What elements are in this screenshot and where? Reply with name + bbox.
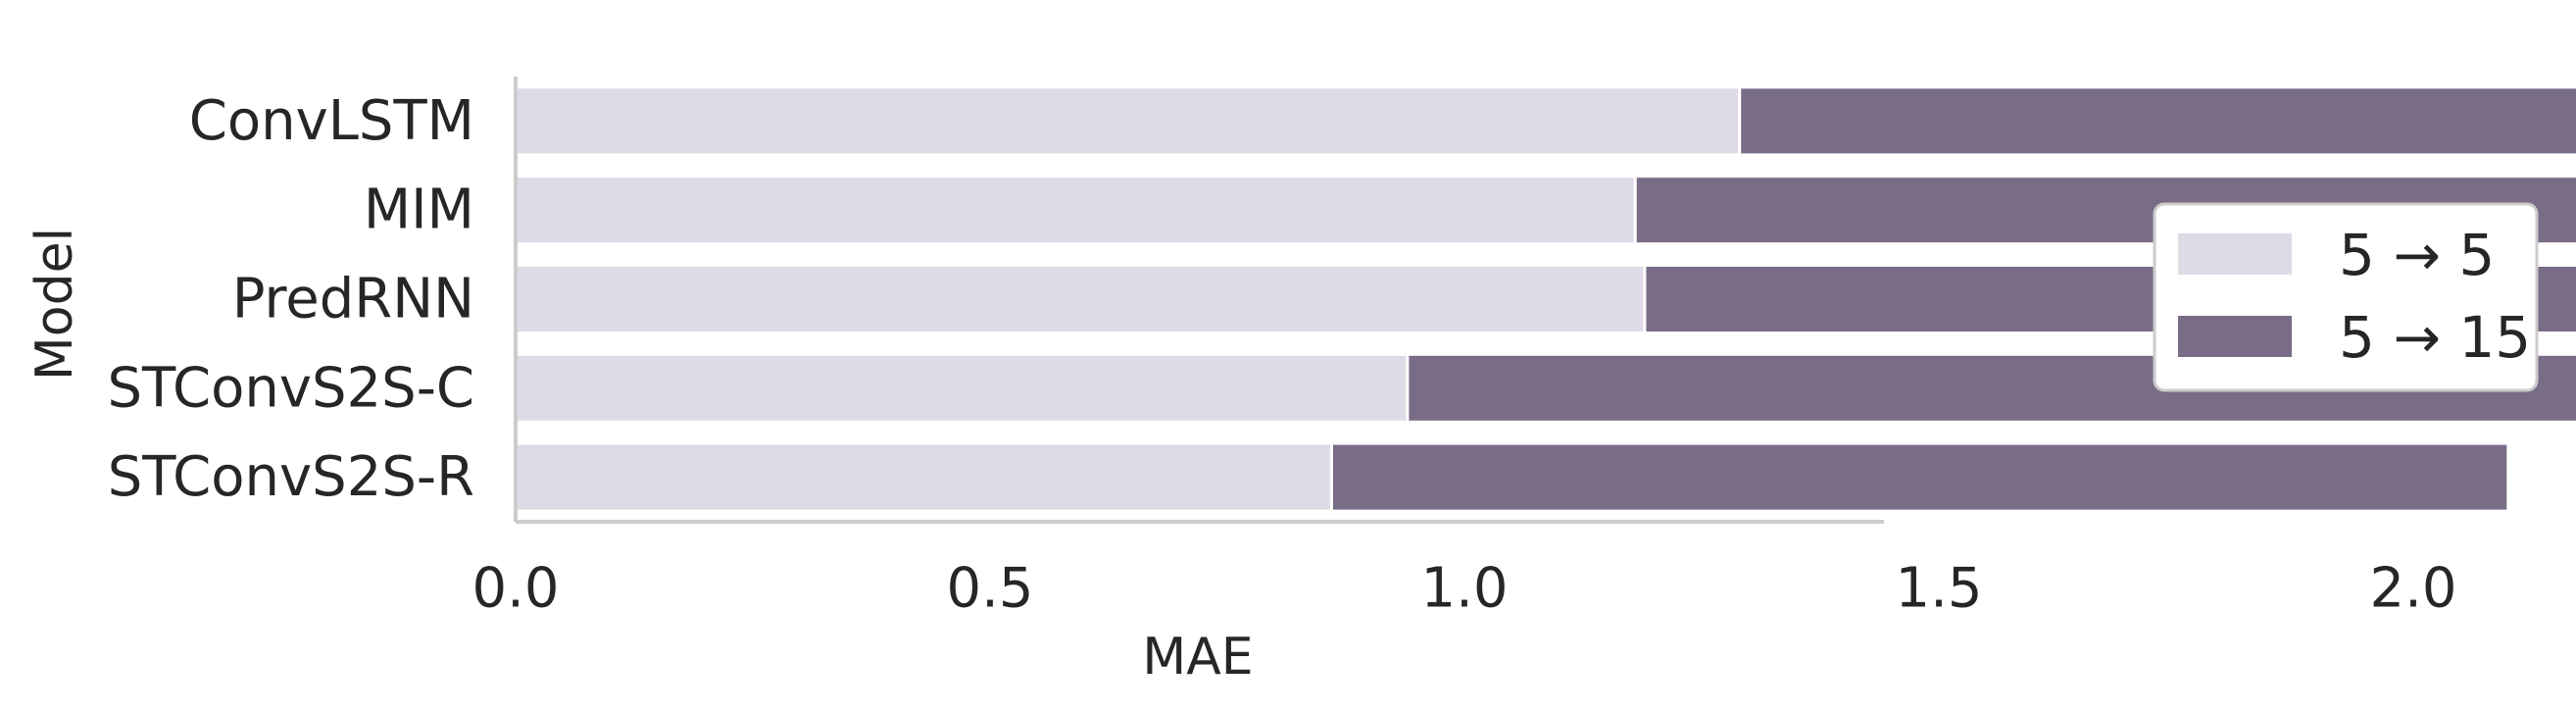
y-tick-label-stconvs2s-c: STConvS2S-C	[108, 356, 475, 420]
bar-stconvs2s-r-5-to-5	[514, 441, 1333, 513]
bar-predrnn-5-to-5	[514, 263, 1647, 335]
y-tick-label-predrnn: PredRNN	[232, 268, 474, 331]
legend-swatch-5-to-15	[2178, 316, 2292, 357]
legend-swatch-5-to-5	[2178, 233, 2292, 275]
y-tick-label-convlstm: ConvLSTM	[189, 89, 474, 153]
y-tick-label-stconvs2s-r: STConvS2S-R	[108, 445, 474, 509]
x-tick-label-2: 2.0	[2369, 557, 2456, 621]
x-axis-title: MAE	[1142, 628, 1253, 687]
bar-convlstm-5-to-5	[514, 85, 1742, 157]
y-axis-title: Model	[25, 228, 84, 381]
bar-stconvs2s-c-5-to-5	[514, 352, 1410, 424]
x-tick-label-1-5: 1.5	[1895, 557, 1982, 621]
legend-label-5-to-15: 5 → 15	[2339, 304, 2531, 371]
x-tick-labels: 0.00.51.01.52.02.5	[471, 557, 2456, 621]
x-tick-label-1: 1.0	[1420, 557, 1508, 621]
x-tick-label-0-5: 0.5	[946, 557, 1033, 621]
y-tick-label-mim: MIM	[364, 178, 474, 242]
bar-mim-5-to-5	[514, 175, 1637, 246]
x-tick-label-0: 0.0	[471, 557, 559, 621]
y-tick-labels: ConvLSTM MIM PredRNN STConvS2S-C STConvS2S-R	[108, 89, 475, 509]
legend-label-5-to-5: 5 → 5	[2339, 222, 2495, 288]
legend: 5 → 5 5 → 15	[2153, 202, 2539, 392]
